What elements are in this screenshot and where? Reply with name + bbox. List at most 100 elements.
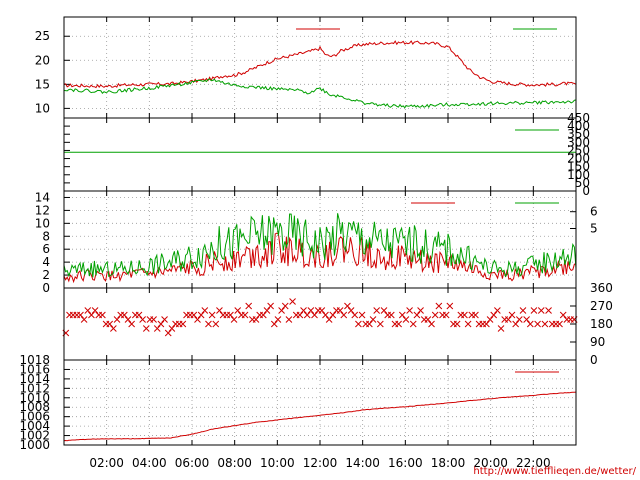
- data-point: [212, 320, 220, 328]
- y-tick-label: 10: [35, 101, 50, 115]
- data-point: [311, 311, 318, 319]
- data-point: [442, 311, 450, 319]
- data-point: [453, 320, 461, 328]
- y-tick-label: 300: [567, 135, 590, 149]
- data-point: [289, 298, 296, 305]
- data-point: [413, 311, 421, 319]
- data-point: [80, 316, 88, 323]
- data-point: [446, 302, 454, 310]
- data-point: [274, 316, 282, 323]
- data-point: [194, 316, 201, 323]
- data-point: [296, 311, 304, 319]
- data-point: [428, 320, 435, 328]
- data-point: [281, 302, 289, 310]
- data-point: [106, 320, 114, 328]
- data-point: [230, 316, 238, 323]
- data-point: [135, 311, 143, 319]
- data-point: [530, 307, 538, 314]
- data-point: [504, 316, 512, 323]
- y-tick-label: 14: [35, 190, 50, 204]
- y-tick-label: 400: [567, 119, 590, 133]
- data-point: [526, 320, 534, 328]
- y-tick-label-right: 5: [590, 222, 598, 236]
- data-point: [409, 320, 417, 328]
- data-point: [325, 316, 333, 323]
- data-point: [523, 316, 530, 323]
- y-tick-label: 8: [42, 229, 50, 243]
- data-point: [120, 311, 128, 319]
- data-point: [431, 311, 439, 319]
- data-point: [190, 311, 198, 319]
- data-point: [497, 325, 505, 332]
- data-point: [490, 311, 498, 319]
- y-tick-label-right: 270: [590, 299, 613, 313]
- data-point: [534, 320, 541, 328]
- y-tick-label: 2: [42, 268, 50, 282]
- y-tick-label: 1008: [19, 400, 50, 414]
- data-point: [347, 307, 355, 314]
- y-tick-label: 100: [567, 168, 590, 182]
- series-line: [63, 40, 577, 89]
- y-tick-label: 50: [575, 176, 590, 190]
- series-line: [63, 213, 577, 278]
- y-tick-label: 1006: [19, 410, 50, 424]
- data-point: [461, 311, 468, 319]
- data-point: [300, 307, 307, 314]
- data-point: [161, 316, 168, 323]
- y-tick-label: 0: [42, 281, 50, 295]
- data-point: [179, 320, 187, 328]
- panel-temp: [63, 16, 577, 119]
- data-point: [464, 320, 472, 328]
- x-tick-label: 20:00: [473, 456, 508, 470]
- x-tick-label: 04:00: [132, 456, 167, 470]
- data-point: [270, 320, 278, 328]
- data-point: [398, 311, 406, 319]
- y-tick-label: 150: [567, 160, 590, 174]
- y-tick-label-right: 360: [590, 281, 613, 295]
- data-point: [417, 307, 424, 314]
- data-point: [373, 307, 381, 314]
- data-point: [197, 311, 205, 319]
- data-point: [559, 311, 567, 319]
- y-tick-label: 1016: [19, 362, 50, 376]
- data-point: [303, 311, 311, 319]
- y-tick-label: 250: [567, 143, 590, 157]
- y-tick-label: 1014: [19, 372, 50, 386]
- y-tick-label: 200: [567, 152, 590, 166]
- data-point: [376, 320, 384, 328]
- y-tick-label: 10: [35, 216, 50, 230]
- data-point: [77, 311, 84, 319]
- y-tick-label: 12: [35, 203, 50, 217]
- data-point: [150, 316, 157, 323]
- data-point: [139, 316, 146, 323]
- data-point: [259, 311, 267, 319]
- y-tick-label: 1012: [19, 381, 50, 395]
- data-point: [201, 307, 209, 314]
- y-tick-label: 15: [35, 77, 50, 91]
- data-point: [252, 316, 260, 323]
- x-tick-label: 14:00: [345, 456, 380, 470]
- data-point: [99, 311, 106, 319]
- data-point: [483, 320, 490, 328]
- y-tick-label: 4: [42, 255, 50, 269]
- data-point: [164, 329, 172, 337]
- data-point: [424, 316, 432, 323]
- panel-frame: [63, 117, 577, 192]
- data-point: [402, 316, 410, 323]
- data-point: [486, 316, 494, 323]
- data-point: [406, 307, 413, 314]
- y-tick-label: 0: [582, 184, 590, 198]
- data-point: [512, 320, 520, 328]
- panel-dir: [62, 287, 578, 361]
- data-point: [344, 302, 351, 310]
- data-point: [355, 320, 362, 328]
- data-point: [241, 311, 249, 319]
- data-point: [205, 320, 212, 328]
- data-point: [307, 307, 315, 314]
- panel-frame: [63, 359, 577, 446]
- series-line: [63, 391, 577, 442]
- data-point: [537, 307, 545, 314]
- data-point: [153, 325, 161, 332]
